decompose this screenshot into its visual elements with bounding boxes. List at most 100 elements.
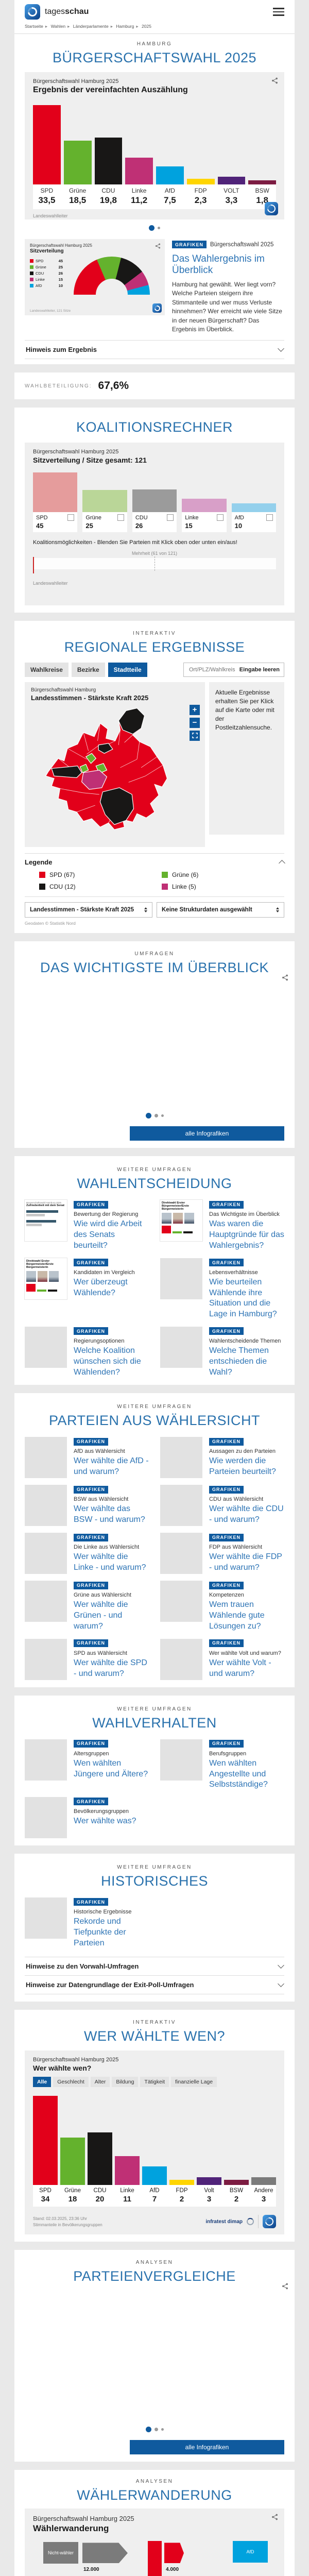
teaser-headline[interactable]: Wie wird die Arbeit des Senats beurteilt… xyxy=(74,1219,142,1250)
tagesschau-logo-icon[interactable] xyxy=(25,4,40,20)
teaser-headline[interactable]: Wer wählte die Grünen - und warum? xyxy=(74,1600,128,1631)
teaser-headline[interactable]: Wer wählte die SPD - und warum? xyxy=(74,1658,147,1678)
teaser[interactable]: Bürgerschaftswahl Hamburg 2025 Zufrieden… xyxy=(24,1199,149,1251)
teaser-headline[interactable]: Rekorde und Tiefpunkte der Parteien xyxy=(74,1917,126,1947)
checkbox[interactable] xyxy=(216,514,224,521)
teaser-headline[interactable]: Wen wählten Jüngere und Ältere? xyxy=(74,1758,148,1778)
bar-andere[interactable] xyxy=(251,2177,276,2185)
tab-bezirke[interactable]: Bezirke xyxy=(71,663,105,677)
teaser[interactable]: GRAFIKEN SPD aus Wählersicht Wer wählte di… xyxy=(25,1638,149,1680)
teaser[interactable]: Direktwahl Erster Bürgermeister/Erste Bü… xyxy=(24,1257,149,1320)
share-icon[interactable] xyxy=(271,2514,278,2523)
share-icon[interactable] xyxy=(282,2283,288,2292)
share-icon[interactable] xyxy=(271,77,278,87)
teaser[interactable]: GRAFIKEN CDU aus Wählersicht Wer wählte di… xyxy=(160,1485,284,1527)
checkbox[interactable] xyxy=(67,514,75,521)
carousel-dots[interactable] xyxy=(25,1106,284,1123)
teaser[interactable]: GRAFIKEN Lebensverhältnisse Wie beurteil… xyxy=(160,1258,284,1320)
filter-finanzielle-lage[interactable]: finanzielle Lage xyxy=(171,2077,217,2088)
wordmark[interactable]: tagesschau xyxy=(45,7,89,16)
teaser-headline[interactable]: Wen wählten Angestellte und Selbstständi… xyxy=(209,1758,268,1789)
accordion-vorwahl-umfragen[interactable]: Hinweise zu den Vorwahl-Umfragen xyxy=(25,1957,284,1975)
teaser[interactable]: GRAFIKEN Kompetenzen Wem trauen Wählende g… xyxy=(160,1581,284,1632)
teaser-headline[interactable]: Welche Themen entschieden die Wahl? xyxy=(209,1346,269,1377)
teaser[interactable]: GRAFIKEN Grüne aus Wählersicht Wer wählte … xyxy=(25,1581,149,1632)
node-nichtwaehler[interactable]: Nicht-wähler xyxy=(43,2542,78,2564)
bar-volt[interactable] xyxy=(217,177,246,184)
bar-cdu[interactable] xyxy=(94,138,123,184)
bar-spd[interactable] xyxy=(33,105,61,184)
filter-bildung[interactable]: Bildung xyxy=(112,2077,139,2088)
koalition-bar-afd[interactable] xyxy=(231,503,277,513)
teaser-headline[interactable]: Wer überzeugt Wählende? xyxy=(74,1277,128,1297)
teaser-headline[interactable]: Wer wählte die FDP - und warum? xyxy=(209,1552,282,1572)
carousel-dots[interactable] xyxy=(25,2419,284,2437)
bar-cdu[interactable] xyxy=(88,2132,112,2185)
teaser[interactable]: GRAFIKEN Altersgruppen Wen wählten Jüngere… xyxy=(25,1739,149,1790)
teaser[interactable]: GRAFIKEN Historische Ergebnisse Rekorde un… xyxy=(25,1897,149,1948)
node-afd[interactable]: AfD xyxy=(233,2541,268,2563)
hamburg-map[interactable] xyxy=(31,705,180,835)
bar-bsw[interactable] xyxy=(224,2180,249,2185)
koalition-bar-linke[interactable] xyxy=(182,499,227,513)
teaser-headline[interactable]: Wer wählte die Linke - und warum? xyxy=(74,1552,146,1572)
teaser[interactable]: GRAFIKEN Berufsgruppen Wen wählten Angeste… xyxy=(160,1739,284,1790)
structure-data-select[interactable]: Keine Strukturdaten ausgewählt xyxy=(157,902,284,918)
bar-afd[interactable] xyxy=(142,2166,167,2185)
teaser[interactable]: GRAFIKEN Aussagen zu den Parteien Wie werd… xyxy=(160,1437,284,1479)
alle-infografiken-button[interactable]: alle Infografiken xyxy=(130,2440,284,2455)
bar-gruene[interactable] xyxy=(63,141,92,184)
flow-nichtwaehler-spd[interactable] xyxy=(82,2543,128,2564)
filter-alter[interactable]: Alter xyxy=(90,2077,110,2088)
bar-fdp[interactable] xyxy=(186,179,215,184)
checkbox[interactable] xyxy=(167,514,174,521)
share-icon[interactable] xyxy=(282,974,288,984)
teaser[interactable]: GRAFIKEN FDP aus Wählersicht Wer wählte di… xyxy=(160,1533,284,1574)
teaser-headline[interactable]: Wer wählte was? xyxy=(74,1817,136,1826)
teaser-headline[interactable]: Wie werden die Parteien beurteilt? xyxy=(209,1456,276,1477)
teaser[interactable]: GRAFIKEN Bevölkerungsgruppen Wer wählte wa… xyxy=(25,1797,149,1839)
alle-infografiken-button[interactable]: alle Infografiken xyxy=(130,1126,284,1141)
bar-spd[interactable] xyxy=(33,2096,58,2185)
teaser[interactable]: GRAFIKEN BSW aus Wählersicht Wer wählte da… xyxy=(25,1485,149,1527)
accordion-exit-poll[interactable]: Hinweise zur Datengrundlage der Exit-Pol… xyxy=(25,1975,284,1995)
bar-volt[interactable] xyxy=(197,2177,221,2185)
teaser[interactable]: GRAFIKEN Wer wählte Volt und warum? Wer wä… xyxy=(160,1638,284,1680)
accordion-hinweis-ergebnis[interactable]: Hinweis zum Ergebnis xyxy=(25,340,284,360)
plz-search[interactable]: Eingabe leeren xyxy=(183,663,284,677)
filter-geschlecht[interactable]: Geschlecht xyxy=(53,2077,89,2088)
teaser-headline[interactable]: Wer wählte die AfD - und warum? xyxy=(74,1456,149,1477)
checkbox[interactable] xyxy=(117,514,124,521)
bar-bsw[interactable] xyxy=(248,180,276,184)
bar-afd[interactable] xyxy=(156,166,184,184)
bar-linke[interactable] xyxy=(125,158,153,184)
teaser[interactable]: GRAFIKEN AfD aus Wählersicht Wer wählte di… xyxy=(25,1437,149,1479)
teaser-headline[interactable]: Wie beurteilen Wählende ihre Situation u… xyxy=(209,1277,277,1319)
teaser-headline[interactable]: Wer wählte Volt - und warum? xyxy=(209,1658,271,1678)
bar-linke[interactable] xyxy=(115,2156,140,2185)
checkbox[interactable] xyxy=(266,514,273,521)
teaser[interactable]: GRAFIKEN Regierungsoptionen Welche Koali… xyxy=(25,1326,149,1378)
carousel-dots[interactable] xyxy=(25,219,284,234)
filter-alle[interactable]: Alle xyxy=(33,2077,52,2088)
teaser[interactable]: Direktwahl Erster Bürgermeister/Erste Bü… xyxy=(160,1199,284,1251)
teaser-headline[interactable]: Was waren die Hauptgründe für das Wahler… xyxy=(209,1219,284,1250)
teaser[interactable]: GRAFIKEN Die Linke aus Wählersicht Wer wäh… xyxy=(25,1533,149,1574)
koalition-bar-cdu[interactable] xyxy=(132,489,177,513)
teaser-headline[interactable]: Welche Koalition wünschen sich die Wähle… xyxy=(74,1346,141,1377)
flow-spd-afd[interactable] xyxy=(164,2543,184,2564)
zoom-out-button[interactable]: − xyxy=(190,718,200,728)
teaser-headline[interactable]: Wer wählte die CDU - und warum? xyxy=(209,1504,284,1524)
bar-gruene[interactable] xyxy=(60,2138,85,2185)
node-spd[interactable]: SPD xyxy=(148,2541,162,2576)
teaser[interactable]: GRAFIKEN Wahlentscheidende Themen Welche… xyxy=(160,1326,284,1378)
zoom-in-button[interactable]: + xyxy=(190,705,200,716)
teaser-headline[interactable]: Das Wahlergebnis im Überblick xyxy=(172,253,265,276)
koalition-bar-gruene[interactable] xyxy=(82,490,127,513)
share-icon[interactable] xyxy=(155,242,161,251)
clear-input-button[interactable]: Eingabe leeren xyxy=(239,667,280,673)
tab-wahlkreise[interactable]: Wahlkreise xyxy=(25,663,68,677)
overview-teaser[interactable]: GRAFIKEN Bürgerschaftswahl 2025 Das Wahle… xyxy=(172,239,284,334)
chevron-up-icon[interactable] xyxy=(279,860,285,867)
teaser-headline[interactable]: Wer wählte das BSW - und warum? xyxy=(74,1504,145,1524)
